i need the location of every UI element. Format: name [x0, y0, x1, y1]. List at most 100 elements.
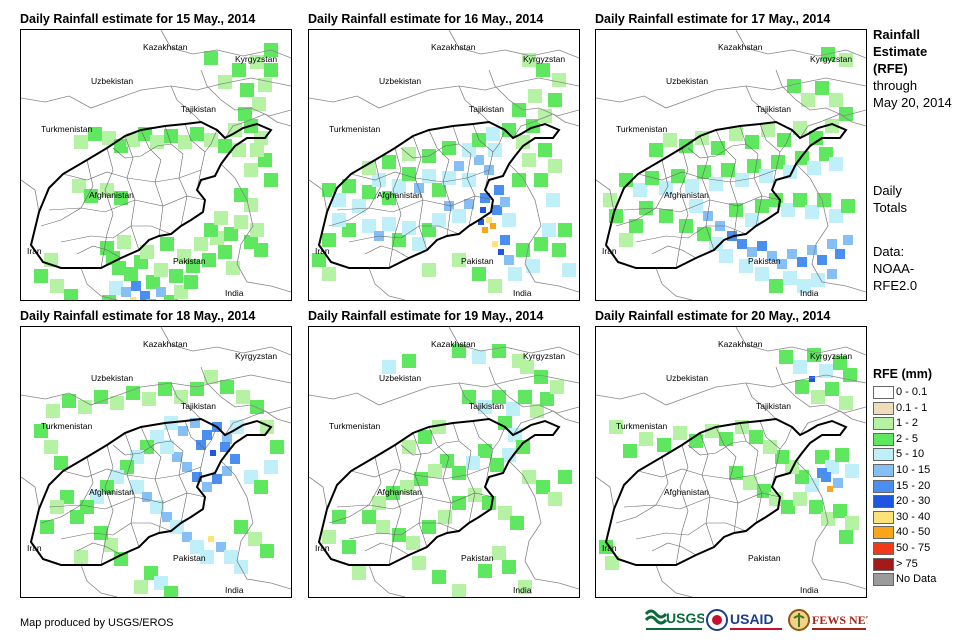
rainfall-cell	[332, 213, 346, 227]
country-label-afghanistan: Afghanistan	[377, 487, 422, 497]
rainfall-cell	[520, 360, 534, 374]
rainfall-cell	[843, 368, 857, 382]
country-label-uzbekistan: Uzbekistan	[91, 373, 134, 383]
rainfall-cell	[775, 450, 789, 464]
legend-swatch	[873, 510, 894, 524]
rainfall-cell	[50, 500, 64, 514]
rainfall-cell	[264, 63, 278, 77]
province-border	[60, 225, 172, 243]
title-line-1: Rainfall	[873, 27, 920, 42]
legend-swatch	[873, 401, 894, 415]
panel-title: Daily Rainfall estimate for 20 May., 201…	[595, 309, 831, 323]
rainfall-cell	[414, 472, 428, 486]
rainfall-cell	[478, 400, 492, 414]
country-label-tajikistan: Tajikistan	[469, 401, 504, 411]
country-label-turkmenistan: Turkmenistan	[616, 124, 668, 134]
rainfall-cell	[506, 402, 520, 416]
country-border	[448, 30, 579, 59]
rainfall-cell	[464, 199, 474, 209]
country-label-kazakhstan: Kazakhstan	[718, 339, 763, 349]
rainfall-cell	[639, 201, 653, 215]
province-border	[623, 492, 781, 510]
rainfall-cell	[372, 496, 386, 510]
rainfall-cell	[238, 107, 252, 121]
rainfall-cell	[671, 169, 685, 183]
rainfall-cell	[250, 55, 264, 69]
province-border	[76, 542, 122, 556]
rainfall-cell	[212, 474, 222, 484]
country-label-india: India	[225, 585, 244, 595]
legend-swatch	[873, 557, 894, 571]
country-border	[745, 85, 777, 123]
country-border	[309, 374, 579, 406]
rainfall-cell	[112, 261, 126, 275]
country-label-pakistan: Pakistan	[461, 553, 494, 563]
rainfall-cell	[787, 249, 797, 259]
rainfall-cell	[452, 466, 466, 480]
country-label-iran: Iran	[315, 543, 330, 553]
province-border	[76, 245, 122, 259]
rainfall-cell	[428, 464, 442, 478]
rainfall-cell	[226, 261, 240, 275]
country-border	[745, 382, 777, 420]
rainfall-cell	[164, 295, 178, 300]
rainfall-cell	[218, 139, 232, 153]
country-border	[80, 564, 118, 597]
rainfall-cell	[117, 235, 131, 249]
rainfall-cell	[160, 237, 174, 251]
rainfall-cell	[745, 135, 759, 149]
province-border	[62, 466, 202, 480]
rainfall-cell	[737, 239, 747, 249]
rainfall-cell	[178, 135, 192, 149]
rainfall-cell	[440, 454, 454, 468]
rainfall-cell	[498, 249, 504, 255]
rainfall-cell	[392, 233, 406, 247]
rainfall-cell	[815, 81, 829, 95]
rainfall-cell	[839, 530, 853, 544]
rainfall-cell	[516, 243, 530, 257]
province-border	[204, 129, 218, 153]
rainfall-cell	[444, 201, 454, 211]
country-label-pakistan: Pakistan	[173, 553, 206, 563]
province-border	[635, 522, 747, 540]
rainfall-cell	[222, 434, 232, 444]
rainfall-map: Kazakhstan Kyrgyzstan Uzbekistan Tajikistan…	[595, 326, 867, 598]
country-border	[775, 366, 866, 414]
rainfall-map-svg	[21, 30, 291, 300]
province-border	[364, 245, 410, 259]
province-border	[637, 169, 777, 183]
rainfall-cell	[124, 267, 138, 281]
country-label-kyrgyzstan: Kyrgyzstan	[523, 54, 566, 64]
totals-block: Daily Totals	[873, 182, 907, 216]
rainfall-map-svg	[309, 327, 579, 597]
rainfall-cell	[312, 253, 326, 267]
rainfall-cell	[70, 510, 84, 524]
totals-line-2: Totals	[873, 200, 907, 215]
rainfall-cell	[829, 209, 843, 223]
province-border	[623, 195, 781, 213]
title-line-5: May 20, 2014	[873, 95, 952, 110]
province-border	[48, 195, 206, 213]
country-border	[368, 267, 406, 300]
province-border	[699, 432, 715, 548]
country-label-india: India	[800, 288, 819, 298]
rainfall-cell	[382, 217, 396, 231]
rainfall-cell	[270, 440, 284, 454]
rainfall-cell	[240, 83, 254, 97]
rainfall-cell	[264, 173, 278, 187]
rainfall-cell	[502, 123, 516, 137]
rainfall-cell	[777, 133, 791, 147]
rainfall-cell	[342, 540, 356, 554]
rainfall-cell	[352, 199, 366, 213]
rainfall-cell	[548, 93, 562, 107]
rainfall-cell	[663, 133, 677, 147]
rainfall-cell	[234, 188, 248, 202]
legend-swatch	[873, 479, 894, 493]
rainfall-cell	[777, 259, 787, 269]
rainfall-cell	[156, 287, 166, 297]
rainfall-cell	[659, 209, 673, 223]
rainfall-cell	[729, 203, 743, 217]
afghanistan-border	[29, 417, 273, 566]
province-border	[350, 466, 490, 480]
rainfall-cell	[721, 163, 735, 177]
